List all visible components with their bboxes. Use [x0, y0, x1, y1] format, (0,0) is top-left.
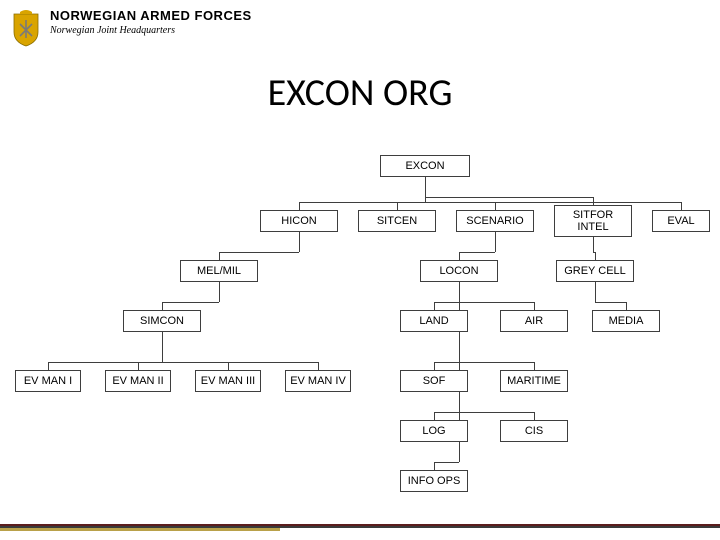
org-box-sitfor: SITFOR INTEL — [554, 205, 632, 237]
org-box-scenario: SCENARIO — [456, 210, 534, 232]
org-box-sitcen: SITCEN — [358, 210, 436, 232]
org-box-maritime: MARITIME — [500, 370, 568, 392]
org-box-infoops: INFO OPS — [400, 470, 468, 492]
org-box-simcon: SIMCON — [123, 310, 201, 332]
org-chart: EXCON HICON SITCEN SCENARIO SITFOR INTEL EVAL… — [0, 0, 720, 540]
org-box-sof: SOF — [400, 370, 468, 392]
org-box-evman1: EV MAN I — [15, 370, 81, 392]
org-box-hicon: HICON — [260, 210, 338, 232]
org-box-eval: EVAL — [652, 210, 710, 232]
org-box-greycell: GREY CELL — [556, 260, 634, 282]
org-box-log: LOG — [400, 420, 468, 442]
footer-bar — [0, 524, 720, 530]
org-box-land: LAND — [400, 310, 468, 332]
org-box-melmil: MEL/MIL — [180, 260, 258, 282]
org-box-evman3: EV MAN III — [195, 370, 261, 392]
org-box-evman2: EV MAN II — [105, 370, 171, 392]
org-box-air: AIR — [500, 310, 568, 332]
org-box-evman4: EV MAN IV — [285, 370, 351, 392]
org-box-media: MEDIA — [592, 310, 660, 332]
org-box-locon: LOCON — [420, 260, 498, 282]
org-box-cis: CIS — [500, 420, 568, 442]
org-box-excon: EXCON — [380, 155, 470, 177]
